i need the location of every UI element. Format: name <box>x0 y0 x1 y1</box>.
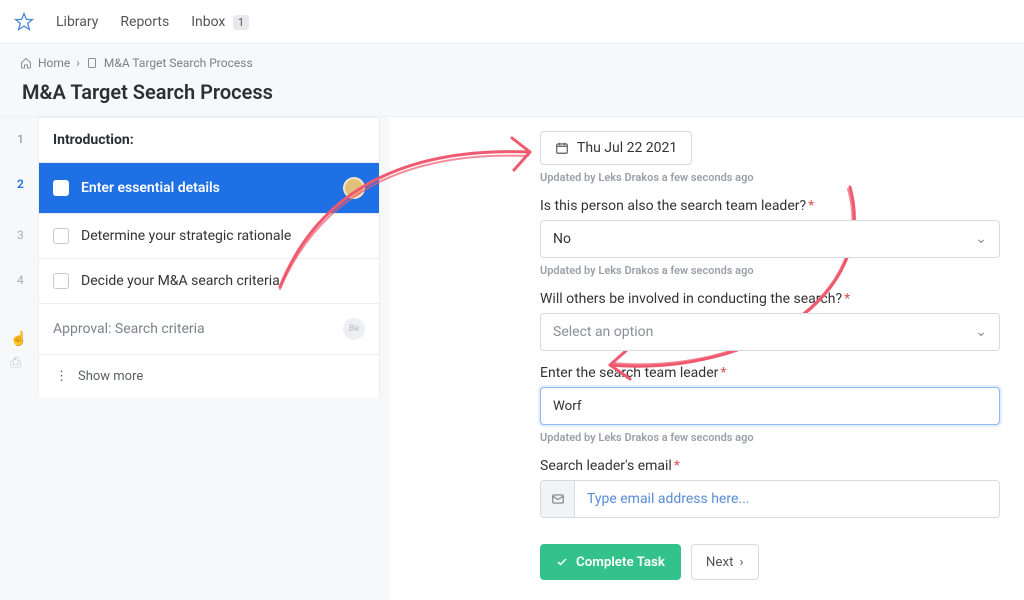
step-number: 2 <box>17 177 24 191</box>
step-approval[interactable]: Approval: Search criteria Be <box>39 304 379 355</box>
breadcrumb: Home › M&A Target Search Process <box>20 56 1004 70</box>
assignee-avatar[interactable] <box>343 177 365 199</box>
step-number: 1 <box>17 132 24 146</box>
more-icon: ⋮ <box>55 369 68 384</box>
field-label: Is this person also the search team lead… <box>540 198 1004 214</box>
check-icon <box>556 556 568 568</box>
show-more-button[interactable]: ⋮ Show more <box>39 355 379 398</box>
others-involved-select[interactable]: Select an option ⌄ <box>540 313 1000 351</box>
required-marker: * <box>674 458 680 474</box>
step-checkbox[interactable] <box>53 180 69 196</box>
updated-by-text: Updated by Leks Drakos a few seconds ago <box>540 264 1004 277</box>
select-value: No <box>553 231 571 247</box>
complete-task-button[interactable]: Complete Task <box>540 544 681 580</box>
inbox-count-badge: 1 <box>233 15 249 30</box>
logo-star-icon <box>14 12 34 32</box>
field-label: Enter the search team leader* <box>540 365 1004 381</box>
show-more-label: Show more <box>78 369 143 384</box>
step-number: 4 <box>17 273 24 287</box>
nav-reports[interactable]: Reports <box>120 14 169 30</box>
step-strategic-rationale[interactable]: 3 Determine your strategic rationale <box>39 214 379 259</box>
chevron-down-icon: ⌄ <box>975 324 987 340</box>
doc-icon <box>86 57 98 69</box>
step-checkbox[interactable] <box>53 228 69 244</box>
nav-inbox[interactable]: Inbox 1 <box>191 14 249 30</box>
updated-by-text: Updated by Leks Drakos a few seconds ago <box>540 431 1004 444</box>
chevron-right-icon: › <box>739 555 743 570</box>
required-marker: * <box>720 365 726 381</box>
print-icon[interactable]: ⎙ <box>10 355 27 371</box>
step-number: 3 <box>17 228 24 242</box>
breadcrumb-sep: › <box>76 56 80 70</box>
next-button[interactable]: Next › <box>691 544 759 580</box>
step-section-header: 1 Introduction: <box>39 118 379 163</box>
field-label: Will others be involved in conducting th… <box>540 291 1004 307</box>
breadcrumb-home[interactable]: Home <box>38 56 70 70</box>
task-form: Thu Jul 22 2021 Updated by Leks Drakos a… <box>390 117 1024 600</box>
step-label: Enter essential details <box>81 180 220 196</box>
updated-by-text: Updated by Leks Drakos a few seconds ago <box>540 171 1004 184</box>
step-label: Approval: Search criteria <box>53 321 205 337</box>
search-leader-input[interactable] <box>540 387 1000 425</box>
step-search-criteria[interactable]: 4 Decide your M&A search criteria <box>39 259 379 304</box>
complete-label: Complete Task <box>576 555 665 570</box>
breadcrumb-page[interactable]: M&A Target Search Process <box>104 56 253 70</box>
top-nav: Library Reports Inbox 1 <box>0 0 1024 44</box>
next-label: Next <box>706 555 734 570</box>
step-enter-essential-details[interactable]: 2 Enter essential details <box>39 163 379 214</box>
subheader: Home › M&A Target Search Process M&A Tar… <box>0 44 1024 117</box>
team-leader-select[interactable]: No ⌄ <box>540 220 1000 258</box>
select-placeholder: Select an option <box>553 324 653 340</box>
step-checkbox[interactable] <box>53 273 69 289</box>
step-header-label: Introduction: <box>53 132 134 148</box>
date-value: Thu Jul 22 2021 <box>577 140 677 156</box>
nav-library[interactable]: Library <box>56 14 98 30</box>
step-label: Determine your strategic rationale <box>81 228 291 244</box>
calendar-icon <box>555 141 569 155</box>
nav-inbox-label: Inbox <box>191 14 225 30</box>
step-label: Decide your M&A search criteria <box>81 273 280 289</box>
required-marker: * <box>844 291 850 307</box>
required-marker: * <box>808 198 814 214</box>
page-title: M&A Target Search Process <box>22 80 1004 104</box>
field-label: Search leader's email* <box>540 458 1004 474</box>
chevron-down-icon: ⌄ <box>975 231 987 247</box>
date-picker[interactable]: Thu Jul 22 2021 <box>540 131 692 165</box>
steps-sidebar: 1 Introduction: 2 Enter essential detail… <box>0 117 390 600</box>
home-icon <box>20 57 32 69</box>
thumbs-up-icon[interactable]: ☝ <box>10 331 27 347</box>
approver-badge: Be <box>343 318 365 340</box>
